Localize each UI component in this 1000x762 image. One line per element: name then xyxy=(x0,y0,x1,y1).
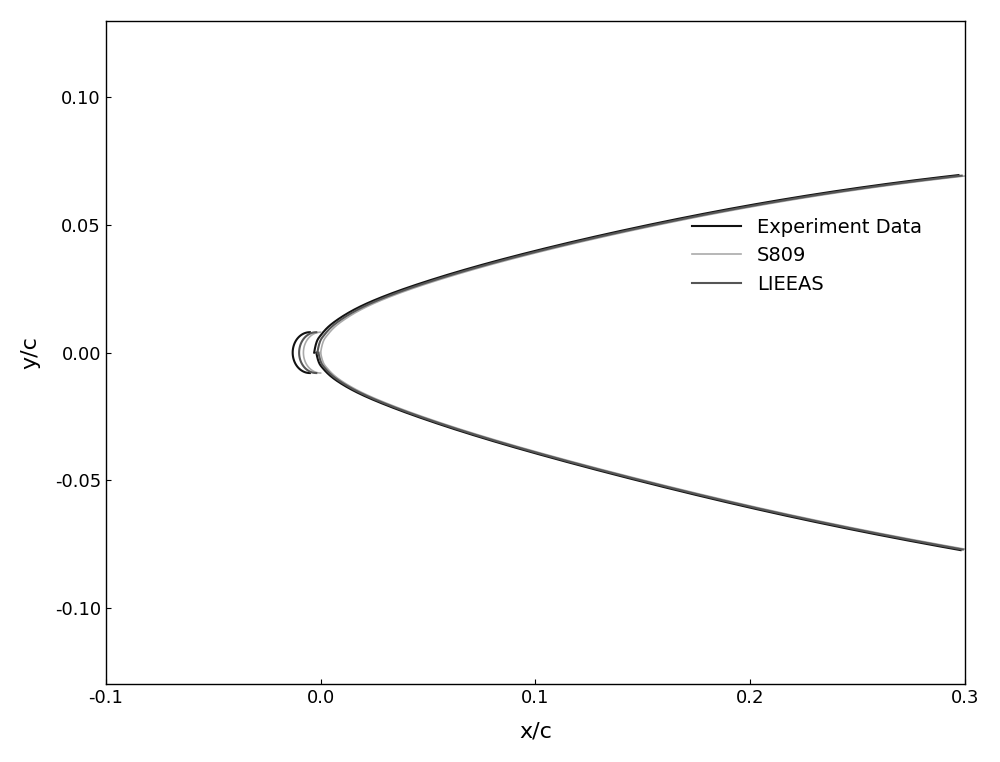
X-axis label: x/c: x/c xyxy=(519,721,552,741)
Legend: Experiment Data, S809, LIEEAS: Experiment Data, S809, LIEEAS xyxy=(685,210,929,302)
Y-axis label: y/c: y/c xyxy=(21,336,41,369)
